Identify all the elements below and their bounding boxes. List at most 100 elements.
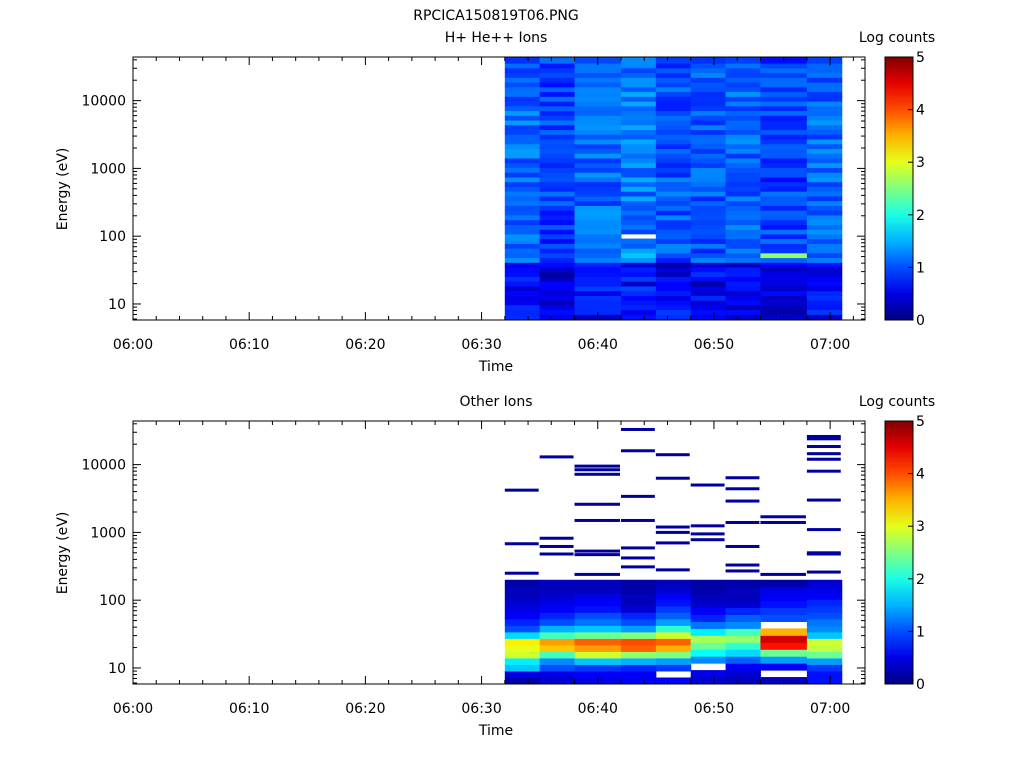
heatmap-cell [539,592,576,600]
heatmap-cell [504,105,541,112]
heatmap-cell [504,592,541,600]
heatmap-cell [655,281,692,287]
heatmap-cell [539,229,576,235]
heatmap-cell [539,143,576,149]
colorbar-tick-label: 1 [916,260,925,276]
heatmap-cell [621,638,657,646]
heatmap-cell [760,257,808,263]
heatmap-cell [806,243,843,249]
heatmap-cell [690,586,727,595]
heatmap-cell [725,143,761,149]
heatmap-cell [504,134,541,140]
heatmap-cell [574,224,622,230]
heatmap-cell [725,290,761,296]
heatmap-cell [621,257,657,263]
heatmap-cell [539,664,576,672]
heatmap-cell [806,186,843,192]
heatmap-cell [655,664,692,672]
heatmap-cell [574,148,622,154]
heatmap-cell [690,101,727,107]
heatmap-cell [621,115,657,121]
heatmap-cell [621,101,657,107]
heatmap-cell [574,139,622,145]
heatmap-cell [504,77,541,83]
x-tick-label: 06:40 [578,337,618,353]
heatmap-cell [760,649,808,657]
heatmap-cell [655,162,692,168]
heatmap-cell [655,290,692,296]
heatmap-cell [655,172,692,178]
heatmap-cell [725,476,760,480]
heatmap-cell [806,631,843,639]
heatmap-cell [806,437,841,441]
heatmap-cell [574,549,620,553]
heatmap-cell [806,110,843,116]
colorbar-tick-label: 5 [916,414,925,430]
heatmap-cell [504,618,541,626]
heatmap-cell [621,670,657,678]
heatmap-cell [690,181,727,187]
heatmap-cell [621,110,657,116]
heatmap-cell [725,243,761,249]
heatmap-cell [760,148,808,154]
heatmap-cell [504,281,541,287]
heatmap-cell [621,518,655,522]
heatmap-cell [806,115,843,121]
heatmap-cell [806,139,843,145]
heatmap-cell [539,195,576,202]
x-tick-label: 06:00 [113,701,153,717]
heatmap-cell [760,157,808,164]
heatmap-cell [806,276,843,282]
heatmap-cell [760,105,808,112]
heatmap-cell [760,162,808,168]
heatmap-cell [725,252,761,259]
heatmap-cell [621,157,657,164]
heatmap-cell [621,556,655,560]
heatmap-cell [655,314,692,320]
heatmap-cell [621,148,657,154]
x-tick-label: 06:20 [345,701,385,717]
heatmap-cell [539,612,576,620]
heatmap-cell [690,86,727,93]
heatmap-cell [806,82,843,88]
heatmap-cell [655,105,692,112]
heatmap-cell [725,607,761,616]
heatmap-cell [504,120,541,126]
heatmap-cell [621,276,657,282]
heatmap-cell [690,621,727,629]
heatmap-cell [760,181,808,187]
heatmap-cell [539,148,576,154]
heatmap-cell [574,644,622,652]
heatmap-cell [806,670,843,678]
heatmap-cell [655,157,692,164]
heatmap-cell [655,262,692,268]
heatmap-cell [655,91,692,97]
heatmap-cell [655,191,692,197]
heatmap-cell [574,468,620,472]
heatmap-cell [760,115,808,121]
heatmap-cell [574,579,622,587]
heatmap-cell [725,205,761,211]
heatmap-cell [621,565,655,569]
heatmap-cell [504,262,541,268]
heatmap-cell [655,57,692,64]
heatmap-cell [760,614,808,622]
heatmap-cell [760,281,808,287]
heatmap-cell [806,72,843,78]
heatmap-cell [574,271,622,277]
heatmap-cell [655,214,692,221]
heatmap-cell [655,599,692,607]
heatmap-cell [690,532,725,536]
heatmap-cell [760,101,808,107]
heatmap-cell [504,542,539,546]
heatmap-cell [806,304,843,311]
heatmap-cell [655,77,692,83]
colorbar-gradient [884,56,914,321]
heatmap-cell [806,176,843,183]
heatmap-cell [574,592,622,600]
heatmap-cell [574,200,622,206]
heatmap-cell [621,153,657,159]
heatmap-cell [655,271,692,277]
heatmap-cell [725,148,761,154]
heatmap-cell [621,677,657,685]
